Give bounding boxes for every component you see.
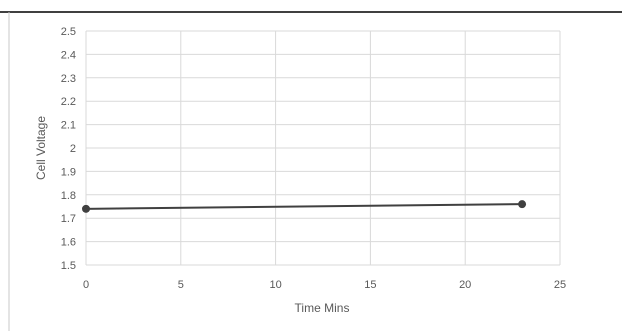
data-point <box>518 200 527 209</box>
y-tick-label: 1.5 <box>61 260 76 272</box>
x-axis-label: Time Mins <box>295 301 350 315</box>
data-point <box>82 204 90 213</box>
series-group <box>82 200 527 213</box>
x-tick-label: 20 <box>459 279 471 291</box>
y-tick-label: 2.1 <box>61 120 76 132</box>
y-gridlines <box>86 30 560 266</box>
series-line <box>85 203 523 210</box>
x-tick-label: 15 <box>364 279 376 291</box>
x-tick-labels: 0 5 10 15 20 25 <box>83 279 566 291</box>
x-tick-label: 25 <box>554 279 566 291</box>
y-tick-label: 2 <box>70 143 76 155</box>
y-tick-label: 1.9 <box>61 166 76 178</box>
y-tick-label: 1.7 <box>61 213 76 225</box>
y-tick-labels: 1.5 1.6 1.7 1.8 1.9 2 2.1 2.2 2.3 2.4 2.5 <box>61 26 76 272</box>
y-tick-label: 2.4 <box>61 49 76 61</box>
y-tick-label: 2.2 <box>61 96 76 108</box>
y-tick-label: 1.6 <box>61 237 76 249</box>
y-tick-label: 1.8 <box>61 190 76 202</box>
y-tick-label: 2.5 <box>61 26 76 38</box>
y-axis-label: Cell Voltage <box>34 116 48 180</box>
x-tick-label: 0 <box>83 279 89 291</box>
x-tick-label: 5 <box>178 279 184 291</box>
y-tick-label: 2.3 <box>61 73 76 85</box>
x-tick-label: 10 <box>269 279 281 291</box>
